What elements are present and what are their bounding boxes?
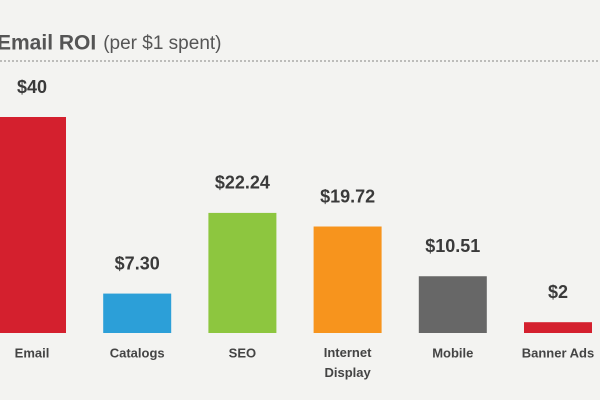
value-label: $2	[548, 282, 568, 302]
chart-title: Email ROI	[0, 32, 96, 55]
x-tick-label: Internet Display	[324, 345, 372, 380]
value-label: $19.72	[320, 186, 375, 206]
x-tick-label: SEO	[229, 345, 256, 360]
value-label: $10.51	[425, 236, 480, 256]
x-tick-label: Mobile	[432, 345, 473, 360]
bar	[313, 226, 382, 333]
value-label: $40	[17, 77, 47, 97]
bar	[103, 293, 172, 333]
x-tick-label: Catalogs	[110, 345, 165, 360]
bar	[208, 212, 277, 333]
bar	[418, 276, 487, 333]
bar	[0, 117, 66, 333]
label-line: Display	[324, 365, 371, 380]
bar	[524, 322, 592, 333]
value-label: $7.30	[115, 253, 160, 273]
chart-subtitle: (per $1 spent)	[103, 33, 221, 54]
x-tick-label: Email	[15, 345, 50, 360]
value-label: $22.24	[215, 173, 270, 193]
x-tick-label: Banner Ads	[522, 345, 594, 360]
label-line: Internet	[324, 345, 372, 360]
